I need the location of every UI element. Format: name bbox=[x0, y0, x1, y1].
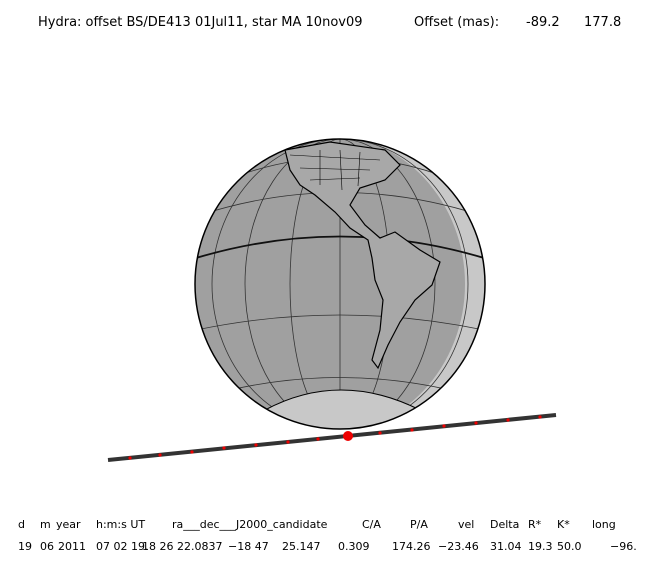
table-cell: 18 26 22.0837 bbox=[142, 540, 222, 553]
offset-value: -89.2 bbox=[526, 15, 560, 30]
column-header: h:m:s UT bbox=[96, 518, 145, 531]
column-header: C/A bbox=[362, 518, 381, 531]
title: Hydra: offset BS/DE413 01Jul11, star MA … bbox=[38, 15, 363, 30]
shadow-track bbox=[107, 413, 557, 462]
table-cell: 07 02 19. bbox=[96, 540, 148, 553]
column-header: year bbox=[56, 518, 81, 531]
column-header: long bbox=[592, 518, 616, 531]
table-cell: 50.0 bbox=[557, 540, 582, 553]
column-header: m bbox=[40, 518, 51, 531]
column-header: d bbox=[18, 518, 25, 531]
column-header: vel bbox=[458, 518, 474, 531]
offset-label: Offset (mas): bbox=[414, 15, 499, 30]
table-cell: 31.04 bbox=[490, 540, 522, 553]
globe bbox=[194, 138, 486, 430]
column-header: R* bbox=[528, 518, 542, 531]
table-cell: 06 bbox=[40, 540, 54, 553]
table-cell: −96. bbox=[610, 540, 637, 553]
offset-value: 177.8 bbox=[584, 15, 621, 30]
table-cell: 174.26 bbox=[392, 540, 431, 553]
table-cell: 2011 bbox=[58, 540, 86, 553]
closest-approach bbox=[343, 431, 353, 441]
table-cell: 0.309 bbox=[338, 540, 370, 553]
table-cell: 25.147 bbox=[282, 540, 321, 553]
event-table: d m year h:m:s UT ra___dec___J2000_candidate… bbox=[18, 518, 637, 553]
table-cell: 19 bbox=[18, 540, 32, 553]
column-header: P/A bbox=[410, 518, 428, 531]
column-header: ra___dec___J2000_candidate bbox=[172, 518, 328, 531]
column-header: K* bbox=[557, 518, 570, 531]
table-cell: 19.3 bbox=[528, 540, 553, 553]
table-cell: −18 47 bbox=[228, 540, 269, 553]
table-cell: −23.46 bbox=[438, 540, 479, 553]
column-header: Delta bbox=[490, 518, 519, 531]
